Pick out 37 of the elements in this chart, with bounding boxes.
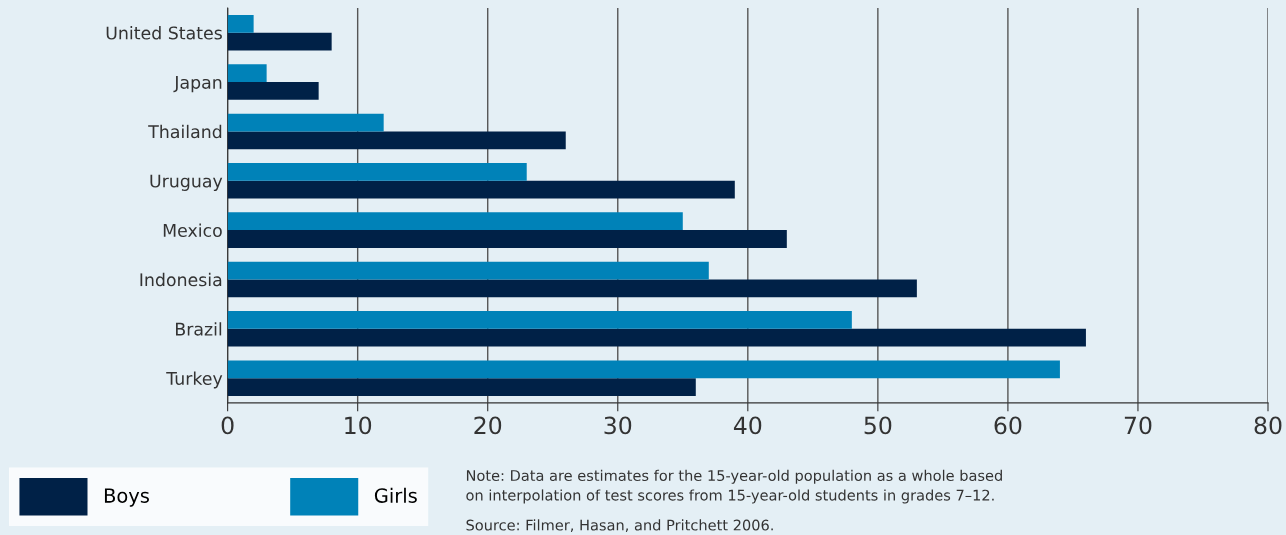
legend-label: Girls <box>374 487 417 503</box>
x-tick-label: 20 <box>474 416 502 435</box>
x-tick-label: 0 <box>221 416 234 435</box>
bar <box>227 212 683 231</box>
bar <box>227 32 332 51</box>
bar <box>227 180 735 199</box>
bar <box>227 328 1086 347</box>
y-tick-label: Japan <box>173 75 222 93</box>
x-tick-label: 40 <box>733 416 762 435</box>
bar <box>227 82 319 100</box>
x-tick-label: 80 <box>1254 416 1282 435</box>
x-tick-label: 60 <box>994 416 1022 435</box>
bar <box>227 378 696 396</box>
y-tick-label: United States <box>106 26 222 40</box>
x-tick-label: 50 <box>864 416 892 435</box>
x-tick-label: 10 <box>345 416 372 435</box>
bar <box>227 311 852 329</box>
bar <box>227 14 254 33</box>
text: Note: Data are estimates for the 15-year-old population as a whole based on interpolation of test scores from 15-year-old students in grades 7–12. <box>466 469 1002 504</box>
bar <box>227 131 566 150</box>
bar <box>227 279 917 298</box>
y-tick-label: Indonesia <box>140 272 222 287</box>
bar <box>227 261 709 280</box>
y-tick-label: Turkey <box>166 371 223 389</box>
bar <box>227 163 527 181</box>
bar <box>227 113 384 132</box>
bar <box>227 64 267 83</box>
x-tick-label: 30 <box>604 416 632 435</box>
bar <box>227 360 1060 379</box>
legend-label: Boys <box>104 488 149 507</box>
source-note: Source: Filmer, Hasan, and Pritchett 2006. <box>466 519 773 533</box>
x-tick-label: 70 <box>1124 416 1152 435</box>
y-tick-label: Mexico <box>163 223 222 237</box>
bar <box>227 230 787 248</box>
y-tick-label: Brazil <box>176 322 222 336</box>
y-tick-label: Thailand <box>148 124 222 139</box>
y-tick-label: Uruguay <box>150 174 223 191</box>
